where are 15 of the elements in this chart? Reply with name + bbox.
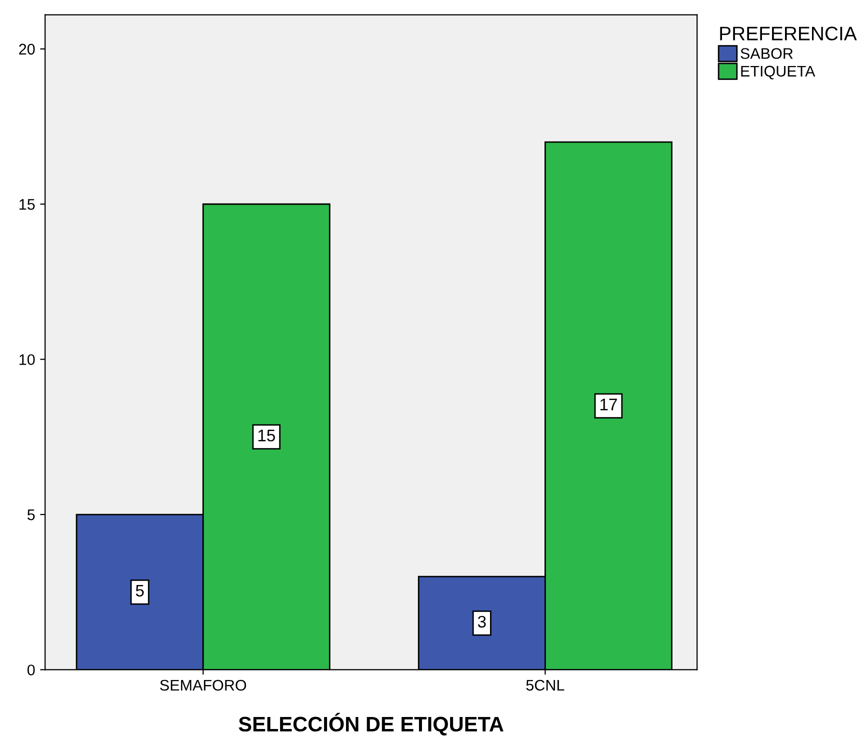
legend-label: ETIQUETA: [741, 66, 816, 80]
x-tick-label: 5CNL: [526, 680, 564, 691]
y-tick-label: 20: [19, 44, 35, 55]
y-tick-label: 15: [20, 199, 35, 210]
legend-title: PREFERENCIA: [720, 26, 857, 40]
x-axis-title: SELECCIÓN DE ETIQUETA: [238, 712, 504, 736]
x-tick-label: SEMAFORO: [160, 680, 246, 691]
data-label: 15: [258, 430, 275, 442]
data-label: 17: [600, 398, 617, 410]
legend-label: SABOR: [740, 48, 793, 59]
data-label: 3: [478, 616, 486, 628]
y-tick-label: 5: [27, 510, 35, 520]
y-tick-label: 0: [27, 664, 35, 676]
data-label: 5: [136, 584, 144, 597]
y-tick-label: 10: [20, 354, 35, 366]
